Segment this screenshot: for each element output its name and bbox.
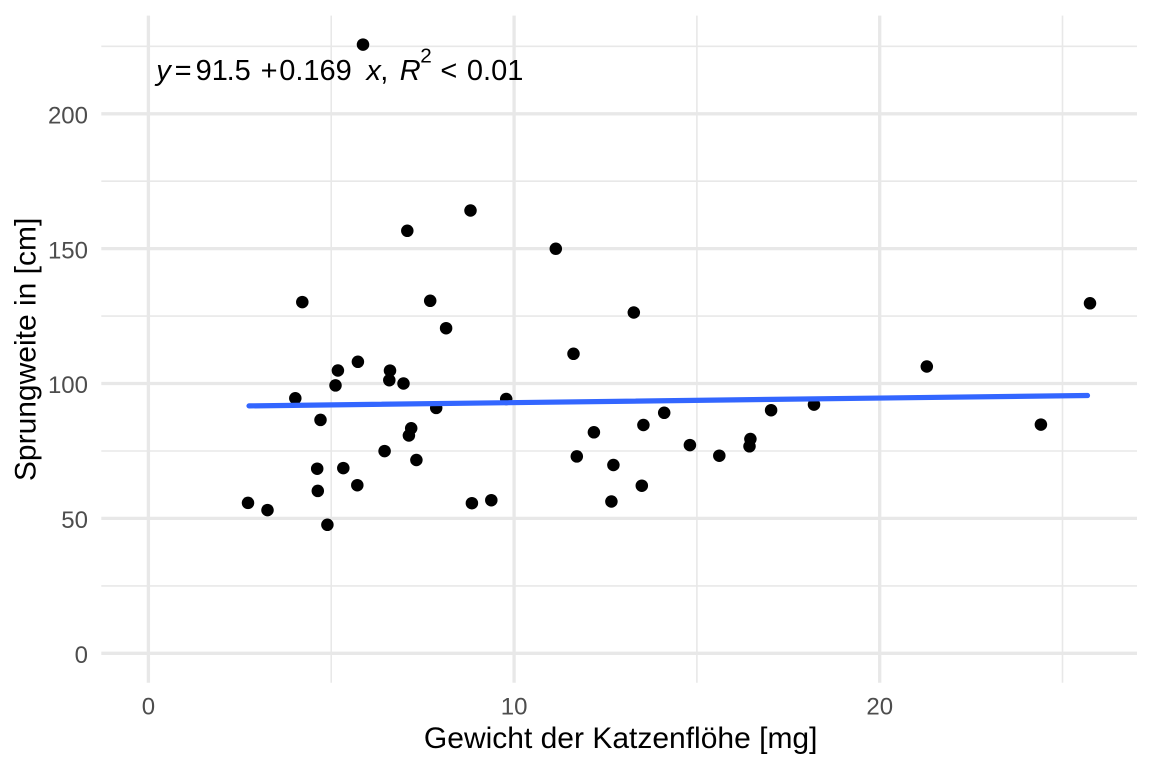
svg-text:150: 150 bbox=[48, 237, 88, 264]
svg-text:50: 50 bbox=[61, 507, 88, 534]
svg-text:Gewicht der Katzenflöhe [mg]: Gewicht der Katzenflöhe [mg] bbox=[424, 722, 818, 755]
svg-text:10: 10 bbox=[501, 693, 528, 720]
svg-text:Sprungweite in [cm]: Sprungweite in [cm] bbox=[10, 218, 43, 481]
svg-text:100: 100 bbox=[48, 372, 88, 399]
svg-text:0: 0 bbox=[75, 642, 88, 669]
svg-text:0: 0 bbox=[142, 693, 155, 720]
svg-text:200: 200 bbox=[48, 103, 88, 130]
svg-text:20: 20 bbox=[866, 693, 893, 720]
